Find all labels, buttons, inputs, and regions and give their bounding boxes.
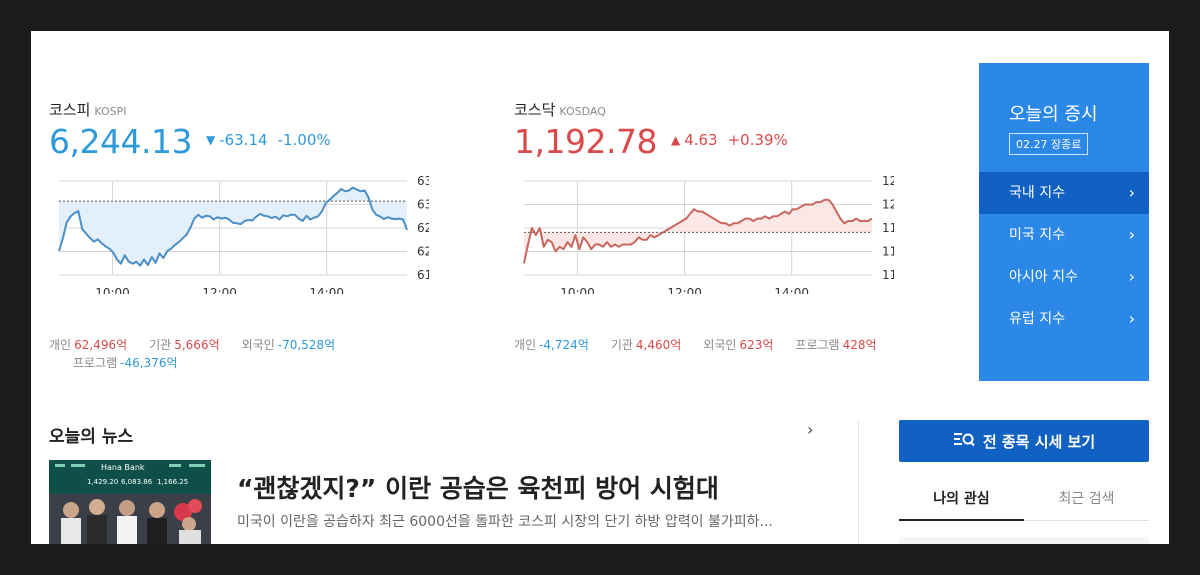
kospi-investor-foreign: 외국인 -70,528억 <box>241 338 336 352</box>
x-tick-label: 10:00 <box>560 286 595 294</box>
x-tick-label: 14:00 <box>309 286 344 294</box>
chevron-right-icon: › <box>1128 267 1135 286</box>
kospi-change: -63.14 <box>219 131 268 149</box>
kosdaq-value-row: 1,192.78 ▲ 4.63 +0.39% <box>514 122 788 161</box>
x-tick-label: 12:00 <box>667 286 702 294</box>
kospi-summary[interactable]: 코스피 KOSPI 6,244.13 ▼ -63.14 -1.00% <box>49 99 331 161</box>
chevron-right-icon: › <box>1128 225 1135 244</box>
svg-text:Hana Bank: Hana Bank <box>101 463 145 472</box>
panel-item-us[interactable]: 미국 지수 › <box>979 214 1149 256</box>
kosdaq-investor-program: 프로그램 428억 <box>795 338 877 352</box>
y-tick-label: 1170 <box>882 268 894 282</box>
y-tick-label: 1200 <box>882 198 894 212</box>
kospi-investors: 개인 62,496억 기관 5,666억 외국인 -70,528억 프로그램 -46,376… <box>49 336 357 372</box>
series-line <box>523 198 873 264</box>
kospi-header: 코스피 KOSPI <box>49 99 331 120</box>
x-tick-label: 14:00 <box>774 286 809 294</box>
all-stocks-label: 전 종목 시세 보기 <box>982 432 1096 451</box>
kosdaq-percent: +0.39% <box>727 131 788 149</box>
series-line <box>58 186 408 267</box>
kospi-value: 6,244.13 <box>49 122 192 161</box>
news-headline[interactable]: “괜찮겠지?” 이란 공습은 육천피 방어 시험대 <box>237 474 719 503</box>
kosdaq-investor-individual: 개인 -4,724억 <box>514 338 589 352</box>
kosdaq-change: 4.63 <box>684 131 718 149</box>
news-thumbnail[interactable]: Hana Bank 1,429.20 6,083.86 1,166.25 <box>49 460 211 544</box>
kosdaq-en: KOSDAQ <box>559 105 606 118</box>
kosdaq-investor-foreign: 외국인 623억 <box>703 338 774 352</box>
panel-item-label: 미국 지수 <box>1009 227 1065 243</box>
y-tick-label: 6350 <box>417 174 429 188</box>
down-arrow-icon: ▼ <box>205 133 216 147</box>
tab-my-interest[interactable]: 나의 관심 <box>899 483 1024 521</box>
area-fill <box>524 199 872 264</box>
panel-menu: 국내 지수 › 미국 지수 › 아시아 지수 › 유럽 지수 › <box>979 172 1149 340</box>
panel-item-label: 국내 지수 <box>1009 185 1065 201</box>
chevron-right-icon: › <box>1128 183 1135 202</box>
market-panel: 오늘의 증시 02.27 장종료 국내 지수 › 미국 지수 › 아시아 지수 › 유… <box>979 63 1149 381</box>
area-fill <box>59 187 407 266</box>
watch-list <box>899 537 1149 544</box>
panel-item-domestic[interactable]: 국내 지수 › <box>979 172 1149 214</box>
kosdaq-header: 코스닥 KOSDAQ <box>514 99 788 120</box>
kosdaq-investors: 개인 -4,724억 기관 4,460억 외국인 623억 프로그램 428억 <box>514 336 877 354</box>
y-tick-label: 6150 <box>417 268 429 282</box>
panel-item-asia[interactable]: 아시아 지수 › <box>979 256 1149 298</box>
kospi-percent: -1.00% <box>277 131 331 149</box>
kospi-value-row: 6,244.13 ▼ -63.14 -1.00% <box>49 122 331 161</box>
kospi-name: 코스피 <box>49 101 91 119</box>
panel-item-europe[interactable]: 유럽 지수 › <box>979 298 1149 340</box>
news-summary[interactable]: 미국이 이란을 공습하자 최근 6000선을 돌파한 코스피 시장의 단기 하방… <box>237 514 773 530</box>
all-stocks-button[interactable]: 전 종목 시세 보기 <box>899 420 1149 462</box>
y-tick-label: 1180 <box>882 245 894 259</box>
tab-recent-search[interactable]: 최근 검색 <box>1024 483 1149 521</box>
up-arrow-icon: ▲ <box>670 133 681 147</box>
svg-text:1,429.20: 1,429.20 <box>87 478 118 486</box>
market-close-badge: 02.27 장종료 <box>1009 133 1089 155</box>
kosdaq-summary[interactable]: 코스닥 KOSDAQ 1,192.78 ▲ 4.63 +0.39% <box>514 99 788 161</box>
kospi-chart[interactable]: 6150 6200 6250 6300 6350 10:00 12:00 14:00 <box>49 169 429 294</box>
watch-tabs: 나의 관심 최근 검색 <box>899 483 1149 521</box>
kosdaq-investor-institution: 기관 4,460억 <box>610 338 682 352</box>
news-section-title: 오늘의 뉴스 <box>49 427 134 447</box>
chevron-right-icon: › <box>1128 309 1135 328</box>
svg-text:6,083.86: 6,083.86 <box>121 478 153 486</box>
kospi-investor-institution: 기관 5,666억 <box>149 338 220 352</box>
y-tick-label: 6300 <box>417 198 429 212</box>
y-tick-label: 1190 <box>882 221 894 235</box>
kosdaq-value: 1,192.78 <box>514 122 657 161</box>
kospi-investor-program: 프로그램 -46,376억 <box>73 356 178 370</box>
y-tick-label: 6250 <box>417 221 429 235</box>
panel-item-label: 유럽 지수 <box>1009 311 1065 327</box>
svg-text:1,166.25: 1,166.25 <box>157 478 188 486</box>
x-tick-label: 10:00 <box>95 286 130 294</box>
panel-title: 오늘의 증시 <box>1009 104 1098 125</box>
y-tick-label: 6200 <box>417 245 429 259</box>
panel-item-label: 아시아 지수 <box>1009 269 1078 285</box>
list-search-icon <box>953 431 975 451</box>
kospi-en: KOSPI <box>94 105 127 118</box>
kospi-investor-individual: 개인 62,496억 <box>49 338 128 352</box>
divider <box>858 421 859 544</box>
kosdaq-name: 코스닥 <box>514 101 556 119</box>
x-tick-label: 12:00 <box>202 286 237 294</box>
chevron-right-icon[interactable]: › <box>807 420 814 439</box>
